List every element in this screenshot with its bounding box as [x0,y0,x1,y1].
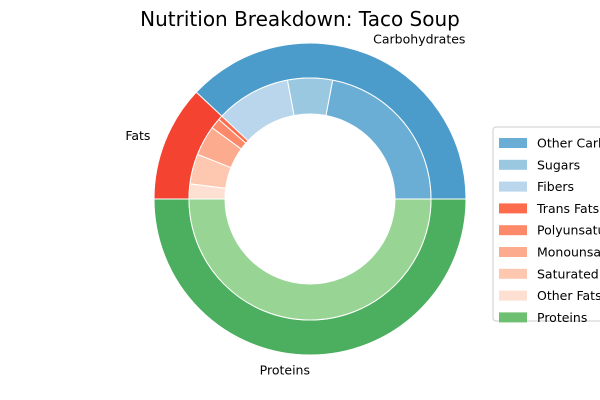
outer-ring-labels: Carbohydrates Fats Proteins [125,31,465,377]
legend-label-other-fats: Other Fats [537,288,600,303]
legend-swatch-other-fats [499,290,527,301]
legend-swatch-monounsaturated-fats [499,247,527,257]
legend-swatch-polyunsaturated-fats [499,225,527,236]
legend-label-polyunsaturated-fats: Polyunsaturated Fats [537,223,600,238]
legend-label-other-carbs: Other Carbs [537,136,600,151]
legend: Other Carbs Sugars Fibers Trans Fats Polyuns… [492,126,600,325]
legend-swatch-proteins [499,312,527,323]
legend-swatch-fibers [499,181,527,192]
legend-label-saturated-fats: Saturated Fats [537,266,600,281]
inner-slice-proteins [188,198,432,321]
legend-label-fibers: Fibers [537,179,574,194]
label-fats: Fats [125,128,150,143]
label-carbohydrates: Carbohydrates [373,31,465,46]
legend-swatch-saturated-fats [499,268,527,279]
legend-label-trans-fats: Trans Fats [536,201,599,216]
legend-swatch-other-carbs [499,138,527,148]
legend-label-monounsaturated-fats: Monounsaturated Fats [537,245,600,260]
legend-swatch-sugars [499,159,527,170]
label-proteins: Proteins [260,363,310,378]
inner-slice-sugars [286,77,334,117]
chart-title: Nutrition Breakdown: Taco Soup [140,7,460,31]
legend-label-sugars: Sugars [537,157,580,172]
inner-ring [188,77,432,321]
legend-swatch-trans-fats [499,203,527,214]
legend-label-proteins: Proteins [537,310,587,325]
